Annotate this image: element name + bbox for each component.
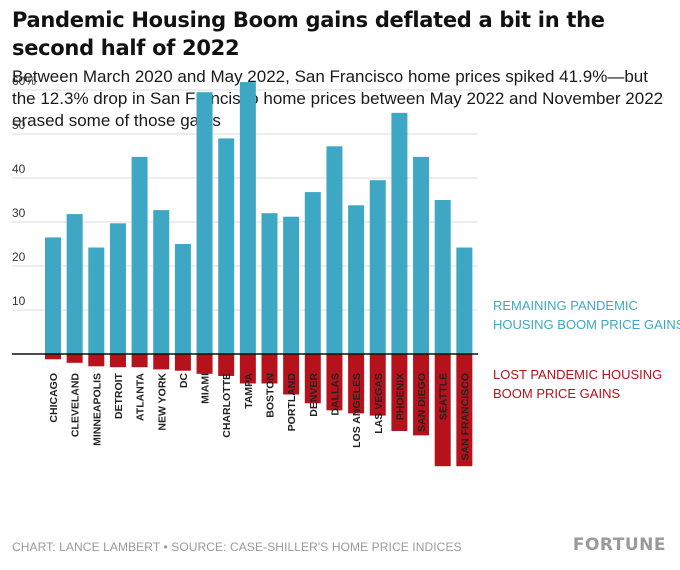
bar-remaining-gain (304, 192, 321, 354)
bar-remaining-gain (261, 213, 278, 354)
legend-remaining-gains: REMAINING PANDEMIC HOUSING BOOM PRICE GAI… (493, 298, 680, 332)
bar-lost-gain (456, 354, 473, 467)
y-tick-label: 60% (12, 74, 36, 88)
x-tick-label: LAS VEGAS (373, 373, 385, 434)
x-tick-label: PHOENIX (394, 373, 406, 420)
y-tick-label: 10 (12, 294, 26, 308)
bar-remaining-gain (391, 112, 408, 354)
bar-lost-gain (391, 354, 408, 431)
bar-lost-gain (413, 354, 430, 436)
x-tick-label: NEW YORK (156, 373, 168, 431)
bar-remaining-gain (131, 156, 148, 354)
x-tick-label: ATLANTA (135, 373, 147, 421)
x-tick-label: CLEVELAND (70, 373, 82, 438)
bar-lost-gain (131, 354, 148, 368)
x-tick-label: BOSTON (265, 373, 277, 418)
bar-lost-gain (218, 354, 235, 376)
bar-chart: 10 20 30 40 50 60% CHICAGO CLEVELAND MINNEAPOLIS… (12, 74, 680, 467)
bar-lost-gain (174, 354, 191, 371)
x-tick-label: DALLAS (329, 373, 341, 416)
bar-lost-gain (261, 354, 278, 384)
chart-title: Pandemic Housing Boom gains deflated a b… (12, 8, 605, 60)
bar-remaining-gain (109, 223, 126, 354)
bar-remaining-gain (348, 205, 365, 354)
bar-lost-gain (239, 354, 256, 384)
x-tick-label: CHICAGO (48, 373, 60, 423)
x-tick-label: LOS ANGELES (351, 373, 363, 448)
x-tick-label: CHARLOTTE (221, 373, 233, 438)
bar-lost-gain (88, 354, 105, 367)
x-tick-label: TAMPA (243, 373, 255, 409)
bar-remaining-gain (283, 216, 300, 354)
chart-credit: CHART: LANCE LAMBERT • SOURCE: CASE-SHIL… (12, 540, 462, 554)
bar-lost-gain (66, 354, 83, 363)
x-tick-label: SEATTLE (438, 373, 450, 420)
y-tick-label: 40 (12, 162, 26, 176)
x-tick-label: SAN DIEGO (416, 373, 428, 432)
x-tick-label: DC (178, 373, 190, 389)
x-tick-label: DENVER (308, 373, 320, 417)
bar-remaining-gain (66, 214, 83, 354)
bar-remaining-gain (456, 247, 473, 354)
x-tick-label: MINNEAPOLIS (91, 373, 103, 446)
bar-lost-gain (326, 354, 343, 411)
bar-lost-gain (153, 354, 170, 370)
x-tick-label: PORTLAND (286, 373, 298, 432)
x-tick-label: MIAMI (200, 373, 212, 404)
bar-remaining-gain (153, 210, 170, 354)
bar-remaining-gain (434, 200, 451, 354)
bar-lost-gain (109, 354, 126, 368)
bar-lost-gain (369, 354, 386, 416)
bar-lost-gain (304, 354, 321, 404)
bar-lost-gain (45, 354, 61, 360)
legend-lost-gains: LOST PANDEMIC HOUSING BOOM PRICE GAINS (493, 367, 662, 401)
bar-remaining-gain (88, 247, 105, 354)
bar-lost-gain (434, 354, 451, 467)
bar-remaining-gain (369, 180, 386, 354)
fortune-logo: FORTUNE (572, 535, 666, 555)
x-tick-label: SAN FRANCISCO (459, 373, 471, 461)
bar-remaining-gain (239, 82, 256, 354)
bar-remaining-gain (413, 156, 430, 354)
bar-remaining-gain (196, 92, 213, 354)
y-tick-label: 30 (12, 206, 26, 220)
bar-lost-gain (196, 354, 213, 374)
x-tick-label: DETROIT (113, 372, 125, 419)
bar-lost-gain (283, 354, 300, 395)
y-tick-label: 20 (12, 250, 26, 264)
bar-remaining-gain (218, 138, 235, 354)
bar-remaining-gain (45, 237, 61, 354)
bar-lost-gain (348, 354, 365, 414)
bar-remaining-gain (174, 244, 191, 354)
bar-remaining-gain (326, 146, 343, 354)
chart-subtitle: Between March 2020 and May 2022, San Fra… (12, 67, 664, 130)
y-tick-label: 50 (12, 118, 26, 132)
